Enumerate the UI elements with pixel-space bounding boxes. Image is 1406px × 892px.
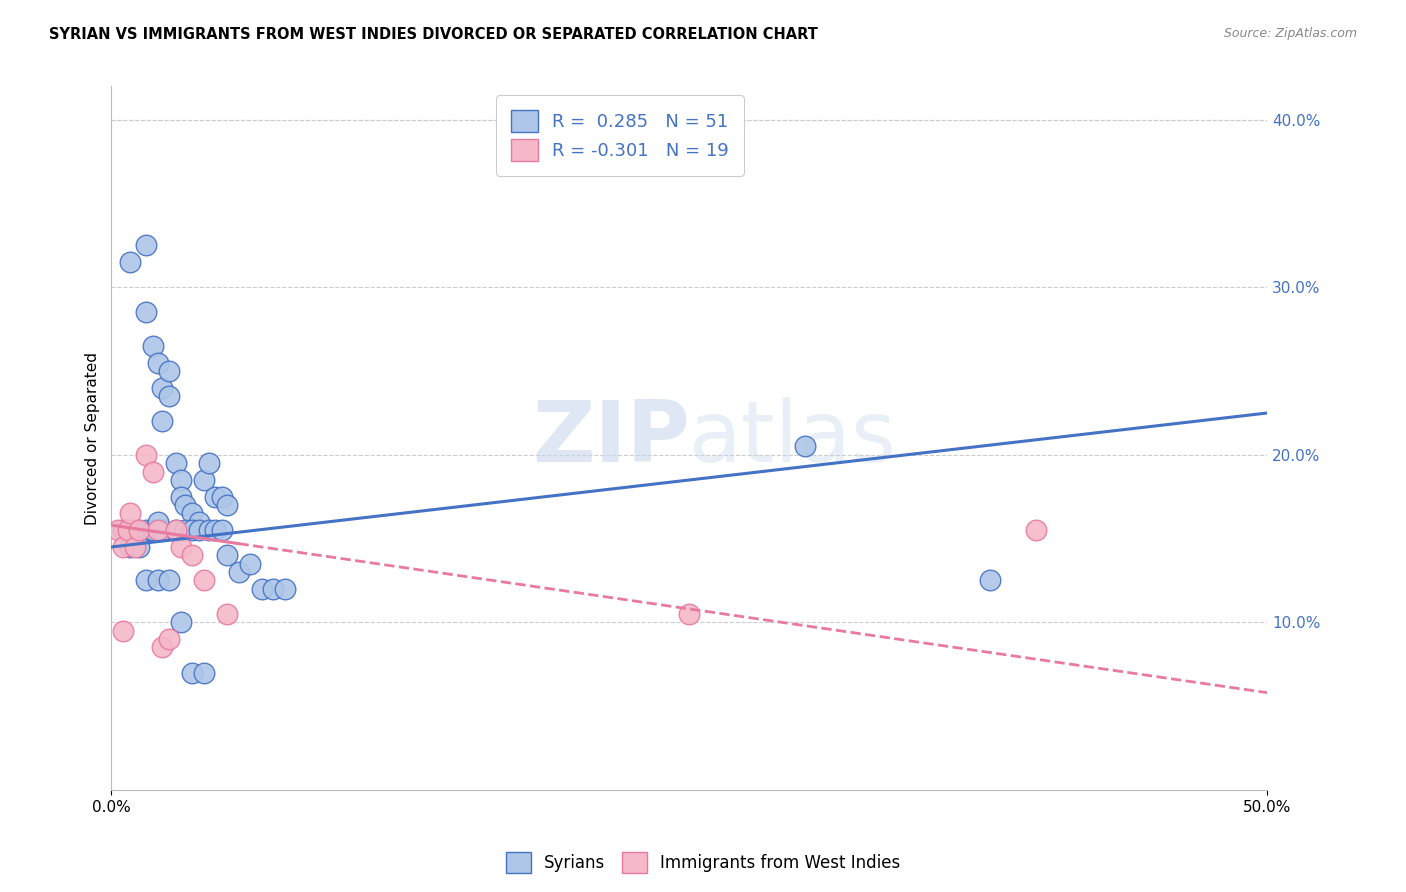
Point: [181, 507, 204, 521]
Legend: R =  0.285   N = 51, R = -0.301   N = 19: R = 0.285 N = 51, R = -0.301 N = 19: [496, 95, 744, 176]
Text: atlas: atlas: [689, 397, 897, 480]
Point: [111, 540, 134, 554]
Point: [193, 473, 215, 487]
Point: [274, 582, 297, 596]
Point: [165, 456, 187, 470]
Point: [181, 549, 204, 563]
Point: [111, 624, 134, 638]
Point: [135, 574, 157, 588]
Point: [146, 574, 169, 588]
Point: [157, 364, 180, 378]
Point: [142, 339, 165, 353]
Point: [165, 523, 187, 537]
Point: [135, 448, 157, 462]
Point: [128, 523, 150, 537]
Point: [150, 414, 173, 428]
Text: SYRIAN VS IMMIGRANTS FROM WEST INDIES DIVORCED OR SEPARATED CORRELATION CHART: SYRIAN VS IMMIGRANTS FROM WEST INDIES DI…: [49, 27, 818, 42]
Point: [135, 238, 157, 252]
Point: [215, 549, 238, 563]
Point: [121, 523, 143, 537]
Point: [135, 305, 157, 319]
Point: [124, 540, 146, 554]
Point: [174, 498, 197, 512]
Point: [794, 440, 817, 454]
Point: [142, 523, 165, 537]
Point: [146, 523, 169, 537]
Point: [174, 523, 197, 537]
Point: [211, 523, 233, 537]
Point: [111, 523, 134, 537]
Point: [150, 523, 173, 537]
Point: [239, 557, 262, 571]
Point: [146, 356, 169, 370]
Point: [146, 515, 169, 529]
Point: [170, 540, 193, 554]
Point: [157, 632, 180, 646]
Point: [150, 381, 173, 395]
Point: [215, 607, 238, 621]
Point: [193, 574, 215, 588]
Point: [128, 523, 150, 537]
Point: [118, 255, 141, 269]
Point: [107, 523, 129, 537]
Point: [181, 665, 204, 680]
Y-axis label: Divorced or Separated: Divorced or Separated: [86, 351, 100, 524]
Point: [197, 523, 219, 537]
Point: [135, 523, 157, 537]
Point: [250, 582, 273, 596]
Point: [204, 490, 226, 504]
Point: [170, 490, 193, 504]
Point: [204, 523, 226, 537]
Point: [165, 523, 187, 537]
Point: [142, 465, 165, 479]
Point: [211, 490, 233, 504]
Point: [228, 565, 250, 579]
Point: [157, 574, 180, 588]
Point: [1025, 523, 1047, 537]
Point: [117, 523, 139, 537]
Point: [215, 498, 238, 512]
Point: [157, 389, 180, 403]
Point: [150, 640, 173, 655]
Point: [188, 523, 211, 537]
Point: [188, 515, 211, 529]
Legend: Syrians, Immigrants from West Indies: Syrians, Immigrants from West Indies: [499, 846, 907, 880]
Point: [117, 523, 139, 537]
Point: [193, 665, 215, 680]
Point: [128, 540, 150, 554]
Point: [170, 473, 193, 487]
Point: [170, 615, 193, 630]
Point: [979, 574, 1001, 588]
Point: [181, 523, 204, 537]
Point: [262, 582, 284, 596]
Point: [197, 456, 219, 470]
Point: [118, 540, 141, 554]
Point: [118, 507, 141, 521]
Point: [678, 607, 700, 621]
Text: Source: ZipAtlas.com: Source: ZipAtlas.com: [1223, 27, 1357, 40]
Text: ZIP: ZIP: [531, 397, 689, 480]
